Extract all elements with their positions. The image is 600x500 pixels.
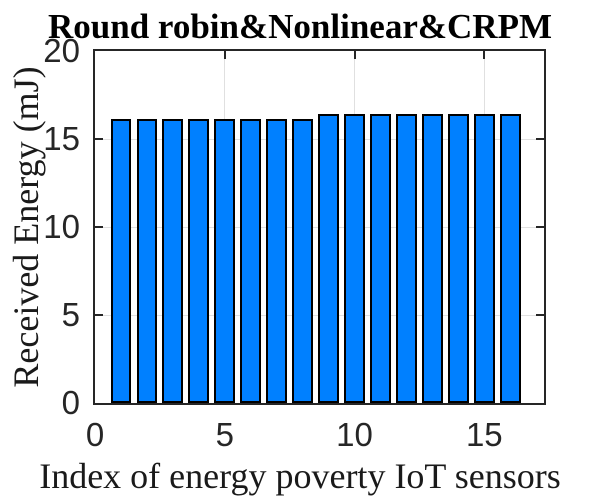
bar (396, 114, 417, 403)
bar (266, 118, 288, 403)
bar (214, 118, 236, 403)
plot-area (93, 49, 546, 405)
x-tick-mark (483, 51, 486, 59)
bar (292, 118, 313, 403)
bar (318, 114, 339, 403)
bar (110, 118, 132, 403)
y-tick-mark (536, 226, 544, 228)
x-tick-label: 10 (336, 416, 373, 453)
y-tick-mark (95, 138, 103, 140)
bar (188, 118, 210, 403)
y-tick-label: 15 (43, 120, 80, 157)
y-tick-mark (95, 226, 103, 228)
x-tick-mark (353, 51, 356, 59)
bar (240, 118, 262, 403)
y-tick-label: 5 (61, 296, 80, 333)
bar (447, 114, 469, 403)
bar (499, 114, 521, 403)
bar (344, 114, 365, 403)
y-tick-mark (95, 314, 103, 316)
y-tick-label: 10 (43, 208, 80, 245)
y-tick-label: 20 (43, 32, 80, 69)
x-tick-label: 15 (465, 416, 503, 453)
x-tick-label: 0 (85, 416, 105, 453)
y-tick-mark (536, 314, 544, 316)
bar (136, 118, 158, 403)
x-axis-label: Index of energy poverty IoT sensors (39, 456, 561, 496)
x-tick-label: 5 (215, 416, 234, 453)
y-tick-mark (536, 138, 544, 140)
bar (162, 118, 184, 403)
y-tick-label: 0 (61, 384, 80, 421)
bar (370, 114, 391, 403)
x-tick-mark (223, 51, 226, 59)
bar (422, 114, 443, 403)
bar (473, 114, 495, 403)
chart-title: Round robin&Nonlinear&CRPM (48, 7, 552, 46)
